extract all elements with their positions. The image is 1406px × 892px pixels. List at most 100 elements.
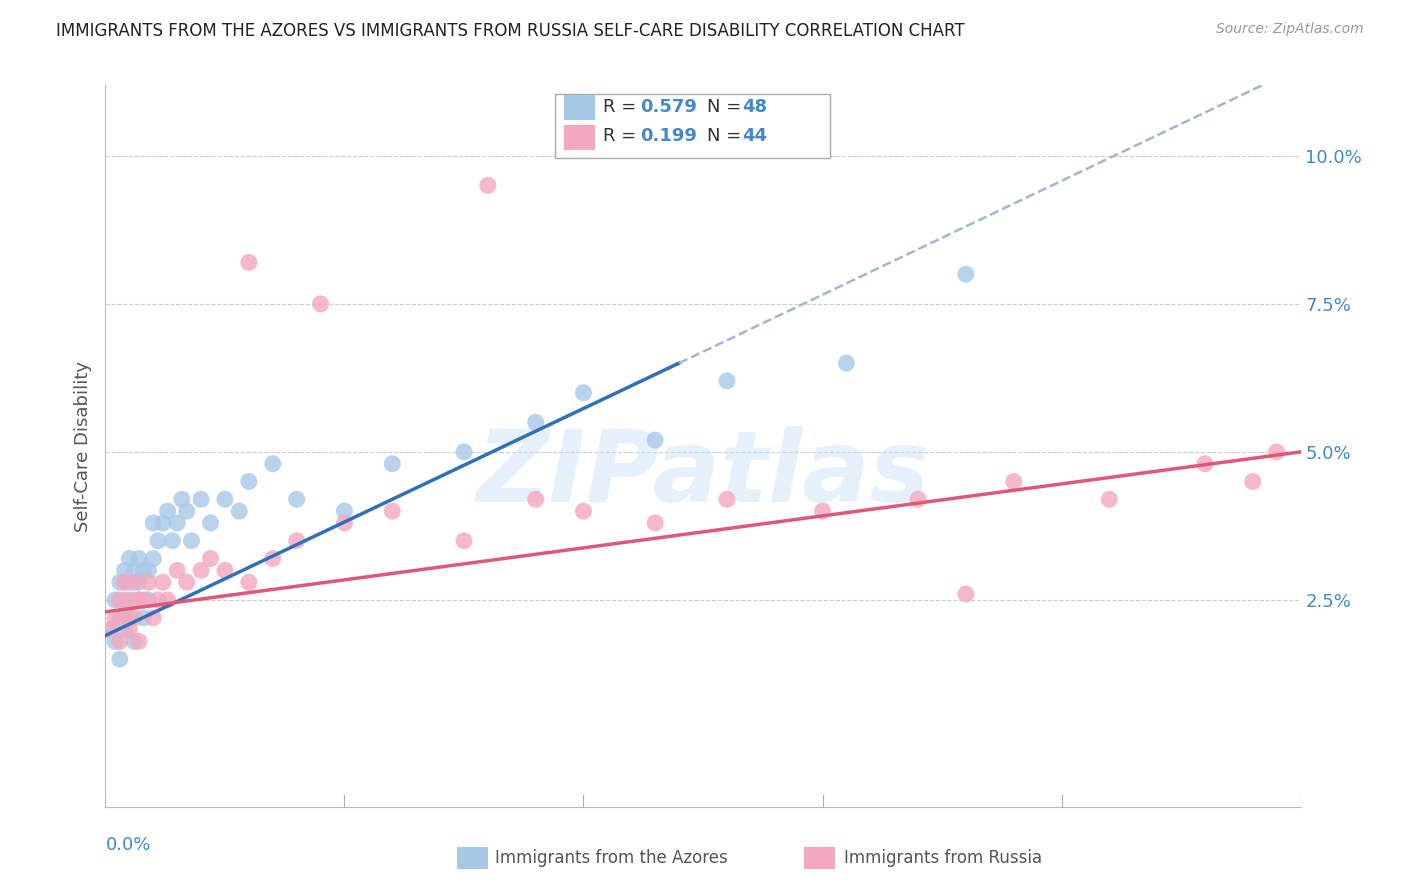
Point — [1194, 457, 1216, 471]
Text: N =: N = — [707, 98, 741, 116]
Point — [166, 516, 188, 530]
Point — [108, 652, 131, 666]
Text: 44: 44 — [742, 128, 768, 145]
Point — [262, 551, 284, 566]
Point — [228, 504, 250, 518]
Point — [128, 593, 150, 607]
Point — [955, 267, 977, 281]
Y-axis label: Self-Care Disability: Self-Care Disability — [73, 360, 91, 532]
Point — [835, 356, 858, 370]
Point — [98, 623, 121, 637]
Point — [132, 611, 155, 625]
Point — [142, 551, 165, 566]
Text: Source: ZipAtlas.com: Source: ZipAtlas.com — [1216, 22, 1364, 37]
Point — [118, 623, 141, 637]
Point — [114, 593, 136, 607]
Text: R =: R = — [603, 128, 643, 145]
Point — [381, 504, 404, 518]
Point — [162, 533, 184, 548]
Point — [200, 516, 222, 530]
Point — [477, 178, 499, 193]
Text: N =: N = — [707, 128, 741, 145]
Point — [118, 611, 141, 625]
Point — [176, 504, 198, 518]
Point — [644, 433, 666, 447]
Point — [200, 551, 222, 566]
Point — [118, 551, 141, 566]
Point — [128, 575, 150, 590]
Point — [108, 634, 131, 648]
Point — [453, 445, 475, 459]
Point — [333, 504, 356, 518]
Text: 0.579: 0.579 — [640, 98, 696, 116]
Point — [716, 374, 738, 388]
Point — [381, 457, 404, 471]
Text: 0.199: 0.199 — [640, 128, 696, 145]
Point — [118, 593, 141, 607]
Point — [309, 297, 332, 311]
Point — [214, 563, 236, 577]
Text: 0.0%: 0.0% — [105, 836, 150, 855]
Point — [176, 575, 198, 590]
Text: R =: R = — [603, 98, 643, 116]
Point — [152, 575, 174, 590]
Point — [122, 634, 145, 648]
Text: Immigrants from Russia: Immigrants from Russia — [844, 849, 1042, 867]
Point — [152, 516, 174, 530]
Point — [142, 611, 165, 625]
Point — [190, 492, 212, 507]
Point — [572, 504, 595, 518]
Text: IMMIGRANTS FROM THE AZORES VS IMMIGRANTS FROM RUSSIA SELF-CARE DISABILITY CORREL: IMMIGRANTS FROM THE AZORES VS IMMIGRANTS… — [56, 22, 965, 40]
Text: Immigrants from the Azores: Immigrants from the Azores — [495, 849, 728, 867]
Point — [122, 593, 145, 607]
Point — [166, 563, 188, 577]
Point — [142, 516, 165, 530]
Point — [128, 593, 150, 607]
Point — [524, 415, 547, 429]
Point — [1241, 475, 1264, 489]
Point — [128, 551, 150, 566]
Point — [138, 575, 160, 590]
Point — [170, 492, 193, 507]
Point — [333, 516, 356, 530]
Point — [1098, 492, 1121, 507]
Point — [238, 255, 260, 269]
Point — [238, 475, 260, 489]
Point — [156, 504, 179, 518]
Text: ZIPatlas: ZIPatlas — [477, 426, 929, 524]
Point — [262, 457, 284, 471]
Point — [453, 533, 475, 548]
Point — [114, 563, 136, 577]
Point — [128, 634, 150, 648]
Point — [180, 533, 202, 548]
Point — [122, 611, 145, 625]
Point — [716, 492, 738, 507]
Point — [156, 593, 179, 607]
Point — [122, 575, 145, 590]
Point — [104, 611, 127, 625]
Point — [1002, 475, 1025, 489]
Point — [572, 385, 595, 400]
Point — [1265, 445, 1288, 459]
Point — [132, 563, 155, 577]
Point — [122, 563, 145, 577]
Point — [104, 593, 127, 607]
Point — [238, 575, 260, 590]
Point — [114, 611, 136, 625]
Point — [285, 533, 308, 548]
Point — [114, 575, 136, 590]
Point — [108, 575, 131, 590]
Point — [108, 611, 131, 625]
Point — [907, 492, 929, 507]
Point — [285, 492, 308, 507]
Point — [811, 504, 834, 518]
Point — [98, 623, 121, 637]
Point — [644, 516, 666, 530]
Point — [138, 593, 160, 607]
Point — [146, 593, 169, 607]
Point — [146, 533, 169, 548]
Text: 48: 48 — [742, 98, 768, 116]
Point — [108, 593, 131, 607]
Point — [138, 563, 160, 577]
Point — [524, 492, 547, 507]
